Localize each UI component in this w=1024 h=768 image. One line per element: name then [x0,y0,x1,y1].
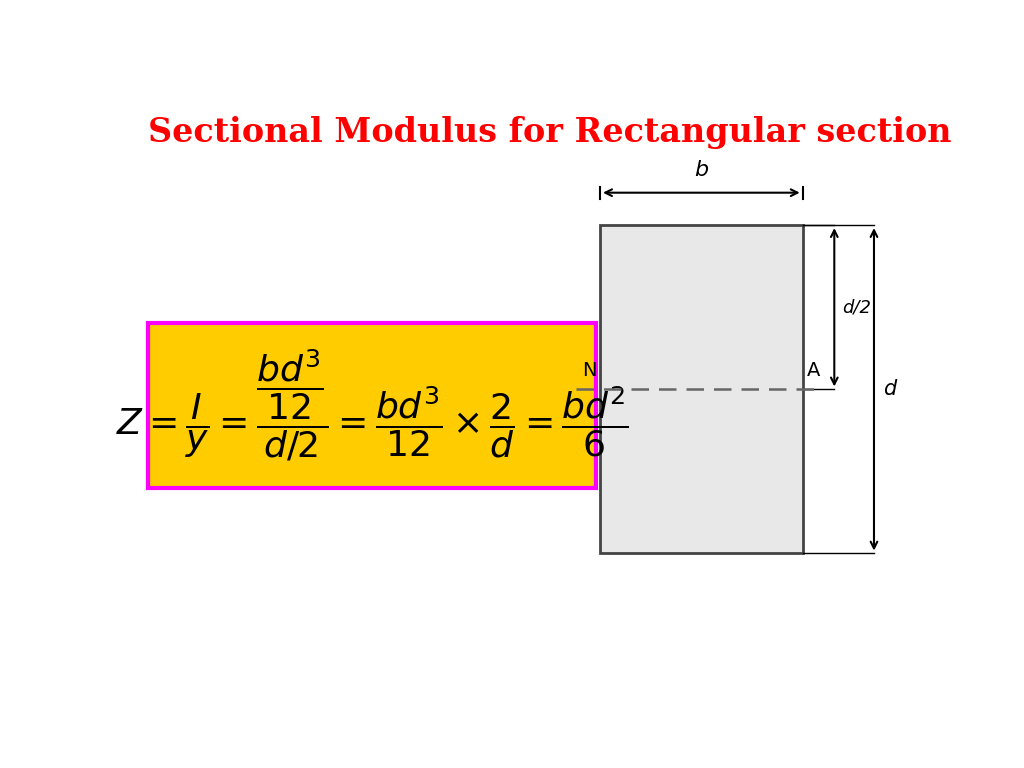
Text: N: N [582,362,596,380]
Text: A: A [807,362,820,380]
Text: d: d [884,379,897,399]
Text: $\mathit{Z} = \dfrac{\mathit{I}}{\mathit{y}} = \dfrac{\dfrac{\mathit{bd}^3}{12}}: $\mathit{Z} = \dfrac{\mathit{I}}{\mathit… [116,348,629,463]
Text: Sectional Modulus for Rectangular section: Sectional Modulus for Rectangular sectio… [147,116,951,149]
Bar [600,225,803,554]
Bar [147,323,596,488]
Text: b: b [694,160,709,180]
Text: d/2: d/2 [842,298,871,316]
